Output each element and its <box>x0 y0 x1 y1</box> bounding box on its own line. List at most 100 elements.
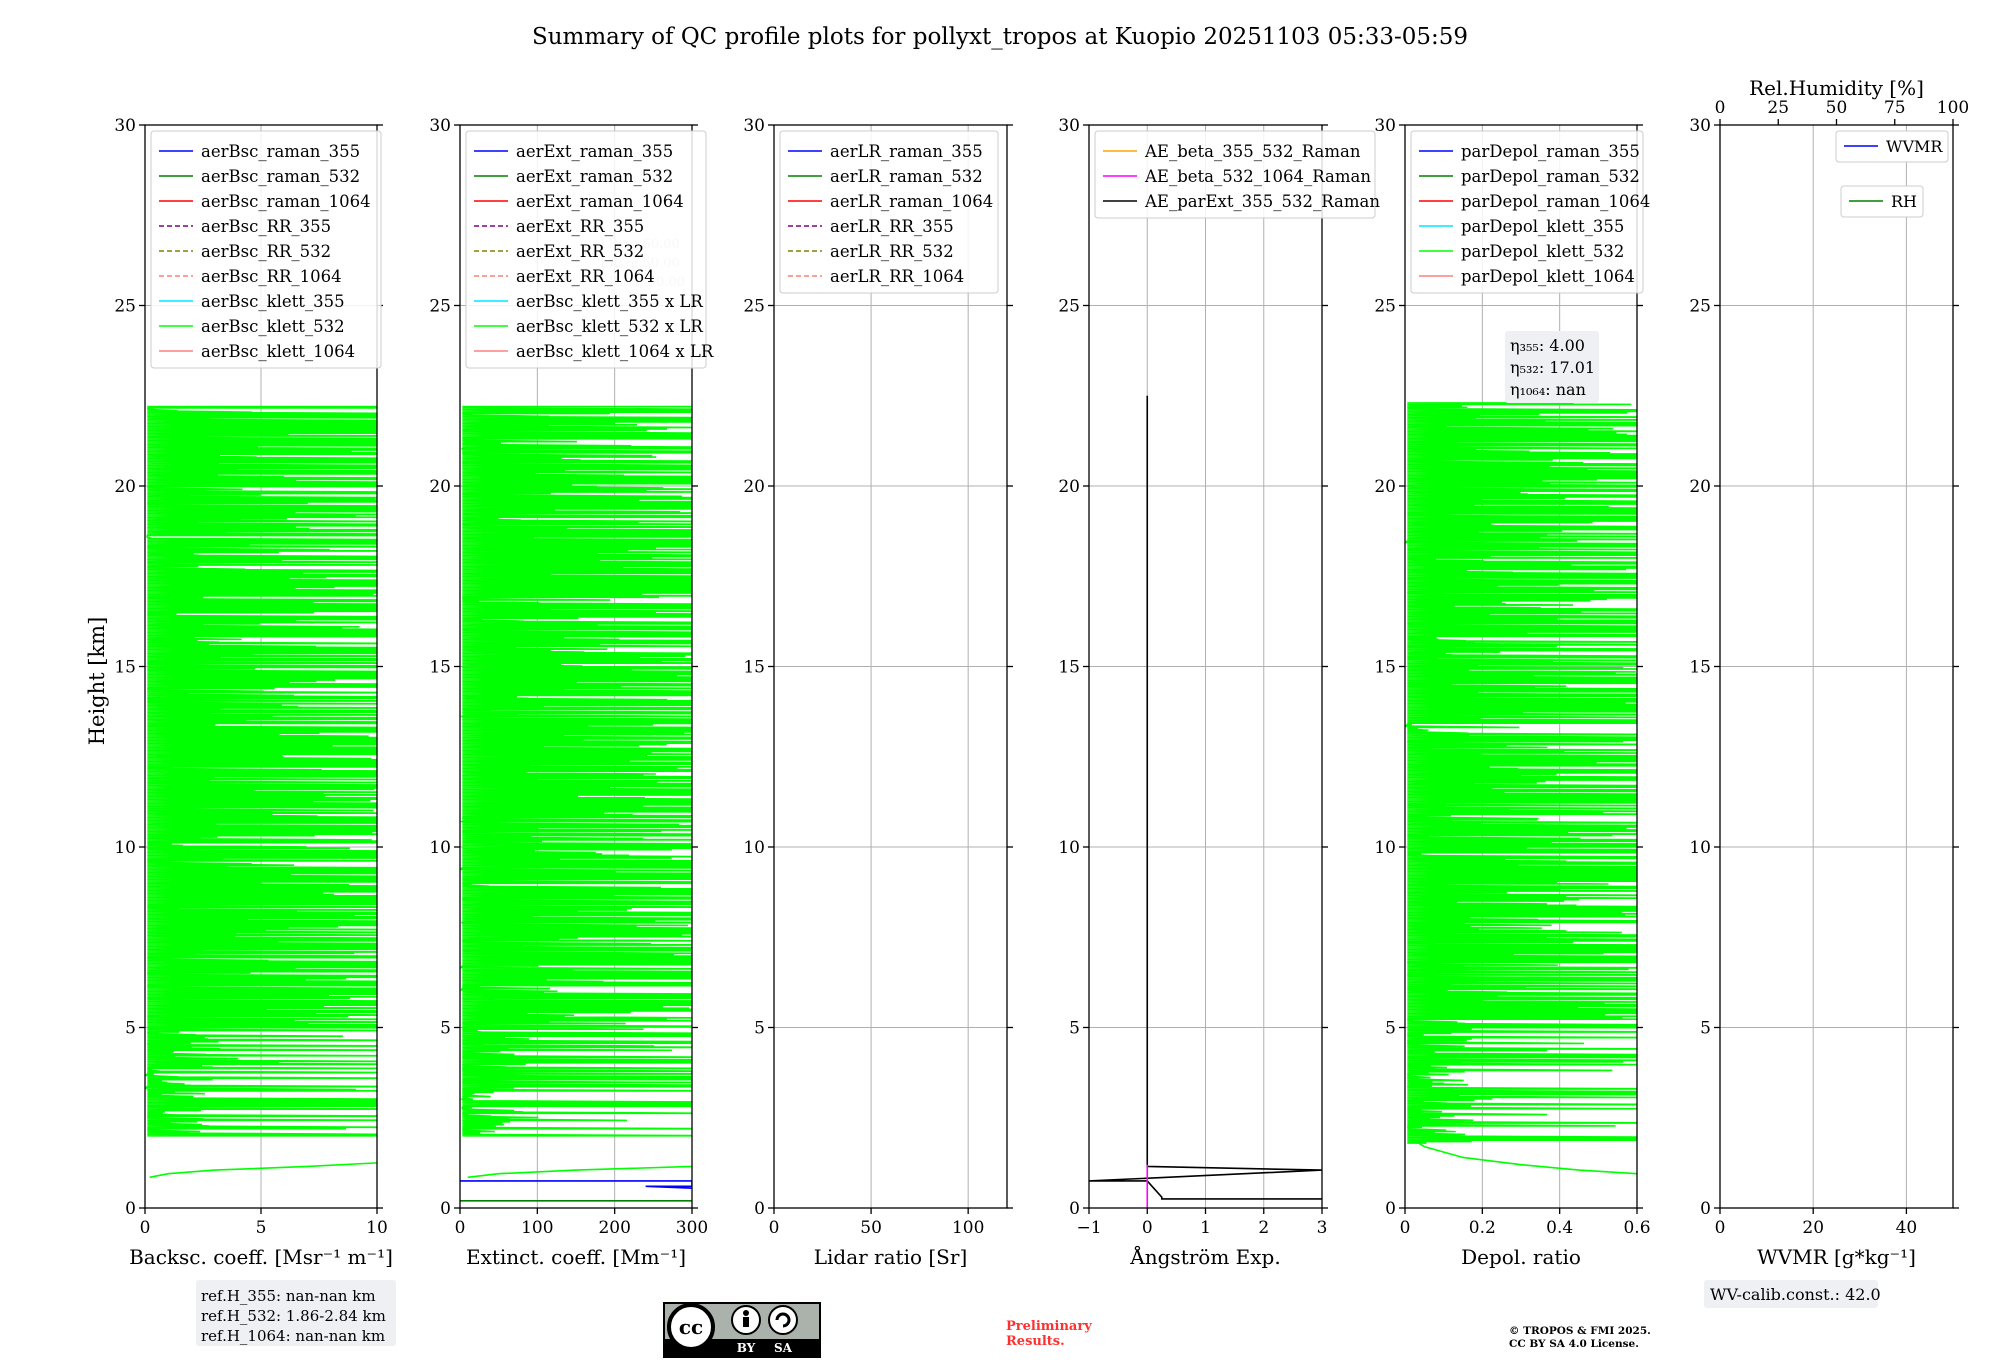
y-tick-label: 10 <box>743 838 765 858</box>
attribution-icon-body <box>743 1317 749 1327</box>
y-tick-label: 15 <box>1374 658 1396 678</box>
cc-icon <box>667 1303 715 1351</box>
ref-height-1064: ref.H_1064: nan-nan km <box>201 1327 385 1345</box>
y-tick-label: 15 <box>114 658 136 678</box>
cc-license-badge: cc BY SA <box>663 1302 821 1358</box>
top-axis-label: Rel.Humidity [%] <box>1749 76 1924 100</box>
x-tick-label: 200 <box>598 1218 630 1238</box>
y-tick-label: 20 <box>114 477 136 497</box>
series-aerBsc_klett_532-profile <box>145 405 377 1137</box>
series-aerExt_raman_355-line <box>460 1180 692 1189</box>
x-axis-label: Extinct. coeff. [Mm⁻¹] <box>466 1245 686 1269</box>
legend-box <box>779 130 999 294</box>
legend-label: aerLR_RR_355 <box>830 217 954 236</box>
y-tick-label: 15 <box>1058 658 1080 678</box>
x-tick-label: 0 <box>769 1218 780 1238</box>
legend-label: aerBsc_RR_355 <box>201 217 331 236</box>
legend-label: aerLR_RR_1064 <box>830 267 964 286</box>
legend-label: AE_parExt_355_532_Raman <box>1144 192 1380 211</box>
y-tick-label: 20 <box>1689 477 1711 497</box>
y-tick-label: 10 <box>1058 838 1080 858</box>
legend-label: aerBsc_klett_532 x LR <box>516 317 703 336</box>
legend-label: RH <box>1891 192 1917 211</box>
y-tick-label: 20 <box>1058 477 1080 497</box>
x-axis-label: WVMR [g*kg⁻¹] <box>1757 1245 1916 1269</box>
x-tick-label: 100 <box>521 1218 553 1238</box>
legend-label: parDepol_raman_1064 <box>1461 192 1650 211</box>
x-tick-label: 0.2 <box>1469 1218 1496 1238</box>
y-tick-label: 10 <box>114 838 136 858</box>
y-tick-label: 0 <box>1700 1199 1711 1219</box>
top-tick-label: 50 <box>1826 98 1848 118</box>
panel-backscatter: 0 5 10 0 5 10 15 20 25 30 Backsc. coeff. [Msr⁻¹ m⁻… <box>114 116 393 1269</box>
figure-title: Summary of QC profile plots for pollyxt_… <box>532 24 1468 50</box>
legend-label: aerExt_raman_355 <box>516 142 673 161</box>
legend-label: aerBsc_raman_1064 <box>201 192 371 211</box>
legend-label: aerBsc_RR_1064 <box>201 267 342 286</box>
y-tick-label: 0 <box>1069 1199 1080 1219</box>
series-parDepol_klett_532-line <box>1412 1138 1637 1175</box>
legend-label: aerBsc_raman_355 <box>201 142 360 161</box>
y-tick-label: 30 <box>1058 116 1080 136</box>
wv-calib-label: WV-calib.const.: 42.0 <box>1710 1285 1881 1304</box>
x-tick-label: 3 <box>1317 1218 1328 1238</box>
legend-box <box>150 130 382 369</box>
legend-label: aerBsc_RR_532 <box>201 242 331 261</box>
y-tick-label: 15 <box>429 658 451 678</box>
x-tick-label: 0 <box>455 1218 466 1238</box>
x-tick-label: 0 <box>140 1218 151 1238</box>
legend-box <box>465 130 707 369</box>
y-tick-label: 0 <box>125 1199 136 1219</box>
legend-label: aerExt_RR_1064 <box>516 267 655 286</box>
x-axis-label: Ångström Exp. <box>1129 1244 1280 1269</box>
x-axis-label: Backsc. coeff. [Msr⁻¹ m⁻¹] <box>129 1245 393 1269</box>
panel-wvmr: 0 20 40 0 5 10 15 20 25 30 WVMR [g*kg⁻¹] 0 25 50 75 100… <box>1689 76 1969 1269</box>
legend-label: aerExt_RR_532 <box>516 242 644 261</box>
x-tick-label: 20 <box>1802 1218 1824 1238</box>
legend-label: aerBsc_klett_355 <box>201 292 345 311</box>
y-tick-label: 30 <box>1689 116 1711 136</box>
legend-label: aerExt_raman_532 <box>516 167 673 186</box>
copyright-line2: CC BY SA 4.0 License. <box>1509 1338 1639 1350</box>
y-tick-label: 15 <box>743 658 765 678</box>
series-aerBsc_klett_532 x LR-line <box>467 1165 692 1179</box>
x-tick-label: −1 <box>1076 1218 1101 1238</box>
y-tick-label: 10 <box>1374 838 1396 858</box>
cc-by-label: BY <box>737 1341 756 1355</box>
legend-box <box>1094 130 1376 219</box>
y-tick-label: 5 <box>440 1019 451 1039</box>
legend-label: aerExt_raman_1064 <box>516 192 684 211</box>
legend-label: aerBsc_klett_532 <box>201 317 345 336</box>
x-tick-label: 0 <box>1715 1218 1726 1238</box>
y-tick-label: 25 <box>114 297 136 317</box>
top-tick-label: 100 <box>1937 98 1969 118</box>
x-tick-label: 0 <box>1400 1218 1411 1238</box>
cc-sa-label: SA <box>774 1341 793 1355</box>
copyright-line1: © TROPOS & FMI 2025. <box>1509 1325 1651 1337</box>
x-tick-label: 0 <box>1142 1218 1153 1238</box>
attribution-icon-head <box>743 1310 749 1316</box>
eta-label: η₁₀₆₄: nan <box>1510 380 1586 399</box>
series-aerBsc_klett_532-line <box>149 1162 377 1179</box>
legend-label: aerBsc_raman_532 <box>201 167 360 186</box>
series-aerBsc_klett_532 x LR-profile <box>460 405 692 1137</box>
preliminary-label-line2: Results. <box>1006 1334 1065 1349</box>
legend-label: parDepol_raman_532 <box>1461 167 1640 186</box>
y-tick-label: 5 <box>1069 1019 1080 1039</box>
y-tick-label: 5 <box>1385 1019 1396 1039</box>
x-tick-label: 1 <box>1200 1218 1211 1238</box>
x-tick-label: 2 <box>1258 1218 1269 1238</box>
y-tick-label: 0 <box>754 1199 765 1219</box>
y-tick-label: 25 <box>429 297 451 317</box>
ref-height-355: ref.H_355: nan-nan km <box>201 1287 376 1305</box>
legend-box <box>1835 130 1949 163</box>
legend-label: parDepol_klett_532 <box>1461 242 1624 261</box>
panel-lidar-ratio: 0 50 100 0 5 10 15 20 25 30 Lidar ratio [Sr] aerLR_… <box>743 116 1013 1269</box>
legend-label: aerBsc_klett_1064 x LR <box>516 342 714 361</box>
y-tick-label: 25 <box>1374 297 1396 317</box>
legend-label: WVMR <box>1886 137 1943 156</box>
y-tick-label: 10 <box>1689 838 1711 858</box>
legend-label: parDepol_klett_1064 <box>1461 267 1635 286</box>
